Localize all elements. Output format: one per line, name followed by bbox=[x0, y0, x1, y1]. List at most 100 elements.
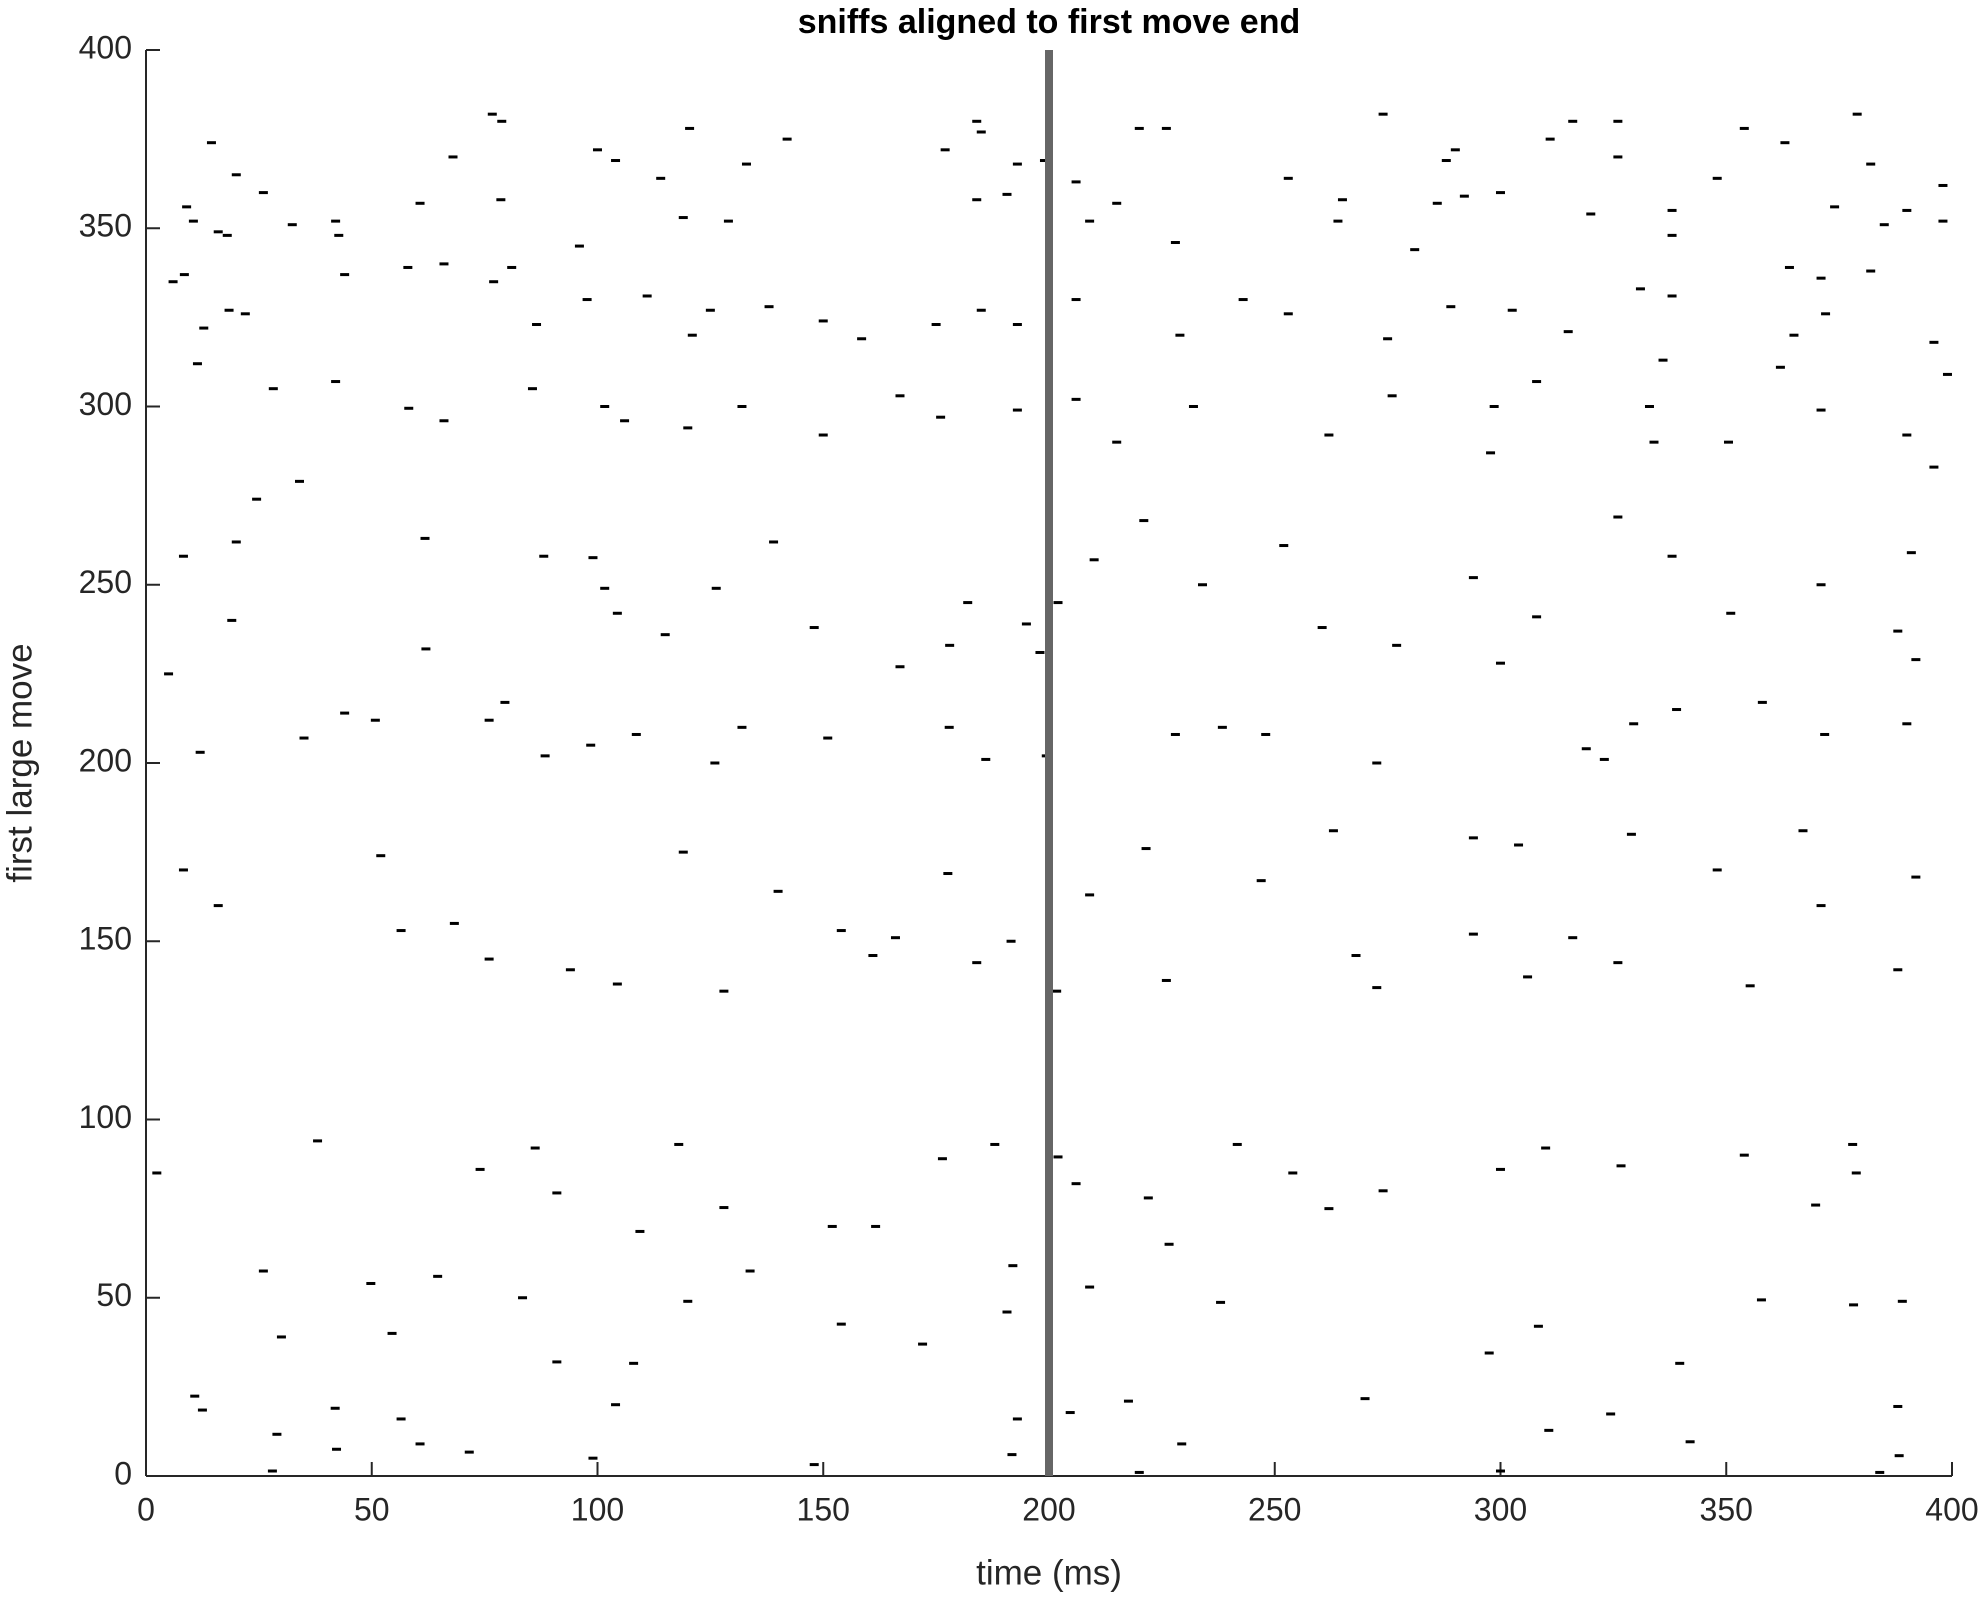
sniff-tick bbox=[1820, 732, 1830, 736]
x-tick-label: 250 bbox=[1248, 1491, 1301, 1527]
sniff-tick bbox=[1279, 544, 1289, 548]
sniff-tick bbox=[1006, 939, 1016, 943]
sniff-tick bbox=[1929, 465, 1939, 469]
sniff-tick bbox=[164, 672, 174, 676]
sniff-tick bbox=[972, 961, 982, 965]
sniff-tick bbox=[1256, 879, 1266, 883]
sniff-tick bbox=[1523, 975, 1533, 979]
sniff-tick bbox=[475, 1167, 485, 1171]
sniff-tick bbox=[224, 308, 234, 312]
sniff-tick bbox=[1533, 1324, 1543, 1328]
sniff-tick bbox=[487, 112, 497, 116]
sniff-tick bbox=[600, 586, 610, 590]
sniff-tick bbox=[1012, 408, 1022, 412]
sniff-tick bbox=[539, 554, 549, 558]
sniff-tick bbox=[1071, 397, 1081, 401]
sniff-tick bbox=[1052, 989, 1062, 993]
sniff-tick bbox=[818, 433, 828, 437]
sniff-tick bbox=[1002, 192, 1012, 196]
sniff-tick bbox=[1938, 183, 1948, 187]
sniff-tick bbox=[1283, 176, 1293, 180]
sniff-tick bbox=[1139, 519, 1149, 523]
sniff-tick bbox=[1177, 1442, 1187, 1446]
sniff-tick bbox=[678, 216, 688, 220]
sniff-tick bbox=[1667, 294, 1677, 298]
sniff-tick bbox=[1261, 732, 1271, 736]
sniff-tick bbox=[674, 1142, 684, 1146]
sniff-tick bbox=[1387, 394, 1397, 398]
sniff-tick bbox=[972, 119, 982, 123]
sniff-tick bbox=[1495, 661, 1505, 665]
sniff-tick bbox=[276, 1335, 286, 1339]
sniff-tick bbox=[1816, 904, 1826, 908]
sniff-tick bbox=[178, 868, 188, 872]
sniff-tick bbox=[1712, 176, 1722, 180]
sniff-tick bbox=[1170, 241, 1180, 245]
sniff-tick bbox=[1798, 829, 1808, 833]
x-tick-label: 400 bbox=[1925, 1491, 1978, 1527]
sniff-tick bbox=[976, 130, 986, 134]
sniff-tick bbox=[1723, 440, 1733, 444]
sniff-tick bbox=[1866, 269, 1876, 273]
sniff-tick bbox=[182, 205, 192, 209]
sniff-tick bbox=[267, 1469, 277, 1473]
sniff-tick bbox=[1484, 1351, 1494, 1355]
sniff-tick bbox=[976, 308, 986, 312]
sniff-tick bbox=[464, 1450, 474, 1454]
sniff-tick bbox=[192, 362, 202, 366]
sniff-tick bbox=[197, 1408, 207, 1412]
sniff-tick bbox=[1459, 194, 1469, 198]
sniff-tick bbox=[1849, 1303, 1859, 1307]
sniff-tick bbox=[199, 326, 209, 330]
sniff-tick bbox=[611, 1403, 621, 1407]
sniff-tick bbox=[1667, 208, 1677, 212]
sniff-tick bbox=[1626, 832, 1636, 836]
sniff-tick bbox=[332, 1447, 342, 1451]
sniff-tick bbox=[1667, 554, 1677, 558]
sniff-tick bbox=[1685, 1440, 1695, 1444]
sniff-tick bbox=[1745, 984, 1755, 988]
sniff-tick bbox=[1446, 305, 1456, 309]
sniff-tick bbox=[574, 244, 584, 248]
sniff-tick bbox=[1217, 725, 1227, 729]
sniff-tick bbox=[404, 406, 414, 410]
sniff-tick bbox=[1468, 932, 1478, 936]
sniff-tick bbox=[1635, 287, 1645, 291]
sniff-tick bbox=[403, 265, 413, 269]
sniff-tick bbox=[1021, 622, 1031, 626]
sniff-tick bbox=[1902, 208, 1912, 212]
sniff-tick bbox=[222, 233, 232, 237]
x-tick-label: 100 bbox=[571, 1491, 624, 1527]
sniff-tick bbox=[1197, 583, 1207, 587]
sniff-tick bbox=[1143, 1196, 1153, 1200]
sniff-tick bbox=[1545, 137, 1555, 141]
sniff-tick bbox=[890, 936, 900, 940]
sniff-tick bbox=[1894, 1454, 1904, 1458]
sniff-tick bbox=[1495, 1167, 1505, 1171]
x-tick-label: 350 bbox=[1700, 1491, 1753, 1527]
sniff-tick bbox=[532, 323, 542, 327]
sniff-tick bbox=[1848, 1142, 1858, 1146]
sniff-tick bbox=[206, 141, 216, 145]
sniff-tick bbox=[1851, 1171, 1861, 1175]
sniff-tick bbox=[1383, 337, 1393, 341]
sniff-tick bbox=[168, 280, 178, 284]
sniff-tick bbox=[719, 989, 729, 993]
sniff-tick bbox=[1410, 248, 1420, 252]
sniff-tick bbox=[1532, 615, 1542, 619]
sniff-tick bbox=[1911, 875, 1921, 879]
sniff-tick bbox=[943, 872, 953, 876]
sniff-tick bbox=[809, 1463, 819, 1467]
sniff-tick bbox=[272, 1432, 282, 1436]
sniff-tick bbox=[1613, 155, 1623, 159]
sniff-tick bbox=[340, 711, 350, 715]
y-tick-label: 350 bbox=[79, 208, 132, 244]
sniff-tick bbox=[642, 294, 652, 298]
sniff-tick bbox=[723, 219, 733, 223]
sniff-tick bbox=[818, 319, 828, 323]
sniff-tick bbox=[195, 750, 205, 754]
sniff-tick bbox=[258, 191, 268, 195]
sniff-tick bbox=[1811, 1203, 1821, 1207]
